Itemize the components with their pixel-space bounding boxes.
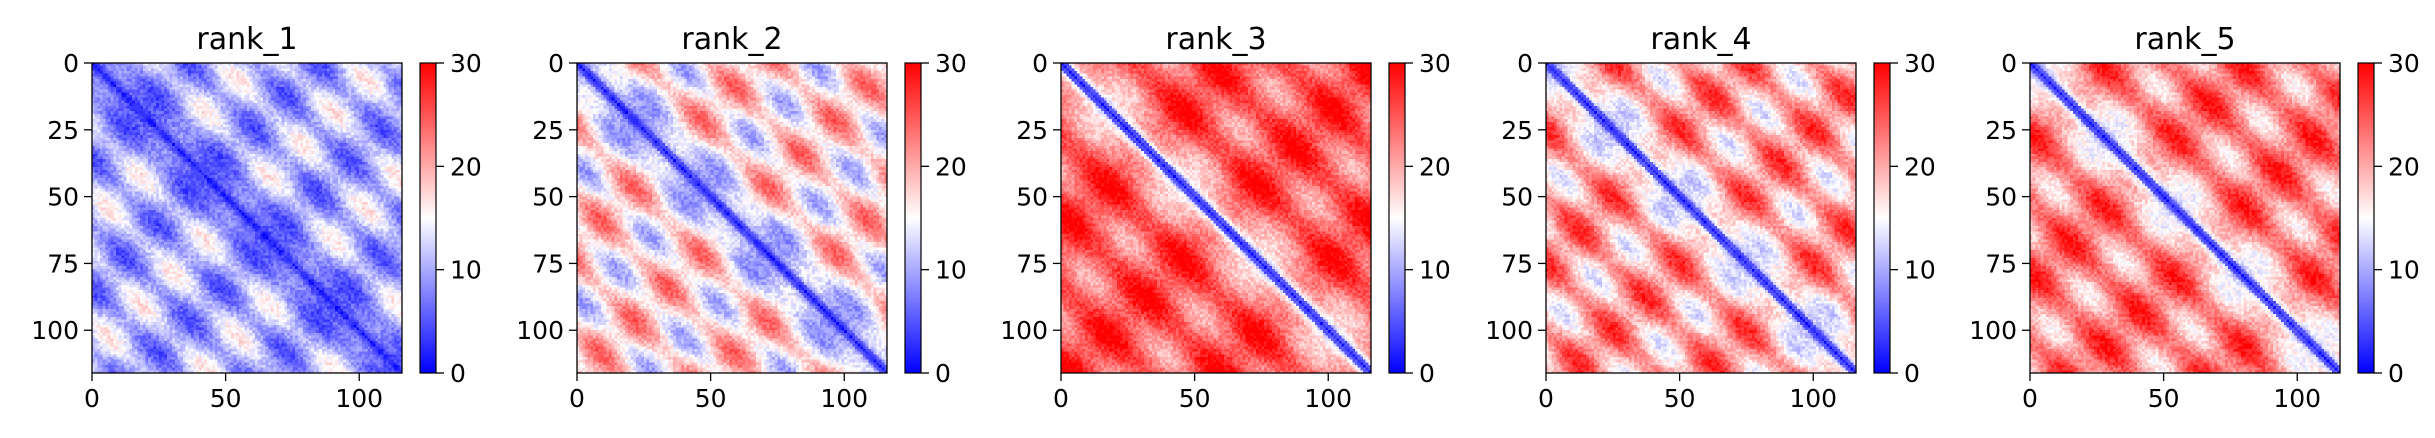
heatmap-frame	[2029, 62, 2341, 374]
x-tick-label: 100	[2273, 384, 2321, 413]
y-tick-label: 75	[47, 249, 79, 278]
colorbar-tick-label: 0	[1419, 359, 1435, 388]
heatmap-image	[92, 63, 402, 373]
heatmap-frame	[576, 62, 888, 374]
x-tick-label: 0	[84, 384, 100, 413]
y-tick-label: 100	[31, 316, 79, 345]
y-tick-label: 25	[532, 116, 564, 145]
x-tick-label: 0	[2022, 384, 2038, 413]
heatmap-panel-5: rank_5 0 50 100 0 25 50 75 100 0 10 20 30	[1969, 22, 2420, 413]
panel-title: rank_2	[681, 22, 782, 57]
y-tick-label: 100	[1969, 316, 2017, 345]
y-tick-label: 25	[1501, 116, 1533, 145]
heatmap-panel-2: rank_2 0 50 100 0 25 50 75 100 0 10 20 30	[516, 22, 967, 413]
y-tick-label: 50	[1985, 183, 2017, 212]
colorbar-tick-label: 10	[1904, 256, 1936, 285]
x-tick-label: 100	[820, 384, 868, 413]
x-tick-label: 100	[1304, 384, 1352, 413]
colorbar-tick-label: 30	[2388, 49, 2420, 78]
y-tick-label: 50	[47, 183, 79, 212]
y-tick-label: 75	[532, 249, 564, 278]
colorbar-tick-label: 10	[2388, 256, 2420, 285]
x-tick-label: 50	[695, 384, 727, 413]
x-tick-label: 100	[1789, 384, 1837, 413]
x-tick-label: 50	[1179, 384, 1211, 413]
y-tick-label: 50	[532, 183, 564, 212]
heatmap-frame	[91, 62, 403, 374]
heatmap-frame	[1545, 62, 1857, 374]
heatmap-image	[2030, 63, 2340, 373]
colorbar-tick-label: 0	[935, 359, 951, 388]
colorbar	[1873, 62, 1891, 374]
x-tick-label: 0	[1053, 384, 1069, 413]
y-tick-label: 75	[1016, 249, 1048, 278]
panel-title: rank_3	[1165, 22, 1266, 57]
colorbar	[1388, 62, 1406, 374]
colorbar-tick-label: 0	[2388, 359, 2404, 388]
y-tick-label: 75	[1501, 249, 1533, 278]
colorbar-tick-label: 20	[1904, 152, 1936, 181]
x-tick-label: 0	[569, 384, 585, 413]
colorbar-tick-label: 30	[1419, 49, 1451, 78]
x-tick-label: 50	[210, 384, 242, 413]
colorbar-tick-label: 20	[1419, 152, 1451, 181]
heatmap-image	[1546, 63, 1856, 373]
heatmap-panel-4: rank_4 0 50 100 0 25 50 75 100 0 10 20 30	[1485, 22, 1936, 413]
y-tick-label: 100	[1000, 316, 1048, 345]
heatmap-panel-3: rank_3 0 50 100 0 25 50 75 100 0 10 20 30	[1000, 22, 1451, 413]
colorbar-tick-label: 20	[2388, 152, 2420, 181]
colorbar-tick-label: 0	[450, 359, 466, 388]
colorbar	[904, 62, 922, 374]
colorbar-tick-label: 30	[935, 49, 967, 78]
y-tick-label: 0	[1032, 49, 1048, 78]
panel-title: rank_4	[1650, 22, 1751, 57]
y-tick-label: 0	[2001, 49, 2017, 78]
panel-title: rank_1	[196, 22, 297, 57]
colorbar-tick-label: 20	[935, 152, 967, 181]
colorbar	[419, 62, 437, 374]
colorbar-tick-label: 10	[935, 256, 967, 285]
colorbar-tick-label: 30	[450, 49, 482, 78]
x-tick-label: 0	[1538, 384, 1554, 413]
heatmap-frame	[1060, 62, 1372, 374]
colorbar-tick-label: 0	[1904, 359, 1920, 388]
y-tick-label: 0	[548, 49, 564, 78]
panel-title: rank_5	[2134, 22, 2235, 57]
y-tick-label: 50	[1016, 183, 1048, 212]
heatmap-image	[1061, 63, 1371, 373]
y-tick-label: 100	[1485, 316, 1533, 345]
x-tick-label: 100	[335, 384, 383, 413]
x-tick-label: 50	[2148, 384, 2180, 413]
y-tick-label: 50	[1501, 183, 1533, 212]
y-tick-label: 0	[1517, 49, 1533, 78]
heatmap-panel-1: rank_1 0 50 100 0 25 50 75 100 0 10 20 30	[31, 22, 482, 413]
y-tick-label: 25	[1016, 116, 1048, 145]
colorbar-tick-label: 20	[450, 152, 482, 181]
y-tick-label: 25	[1985, 116, 2017, 145]
colorbar-tick-label: 10	[1419, 256, 1451, 285]
heatmap-image	[577, 63, 887, 373]
y-tick-label: 75	[1985, 249, 2017, 278]
y-tick-label: 100	[516, 316, 564, 345]
colorbar	[2357, 62, 2375, 374]
y-tick-label: 25	[47, 116, 79, 145]
x-tick-label: 50	[1664, 384, 1696, 413]
y-tick-label: 0	[63, 49, 79, 78]
colorbar-tick-label: 30	[1904, 49, 1936, 78]
colorbar-tick-label: 10	[450, 256, 482, 285]
